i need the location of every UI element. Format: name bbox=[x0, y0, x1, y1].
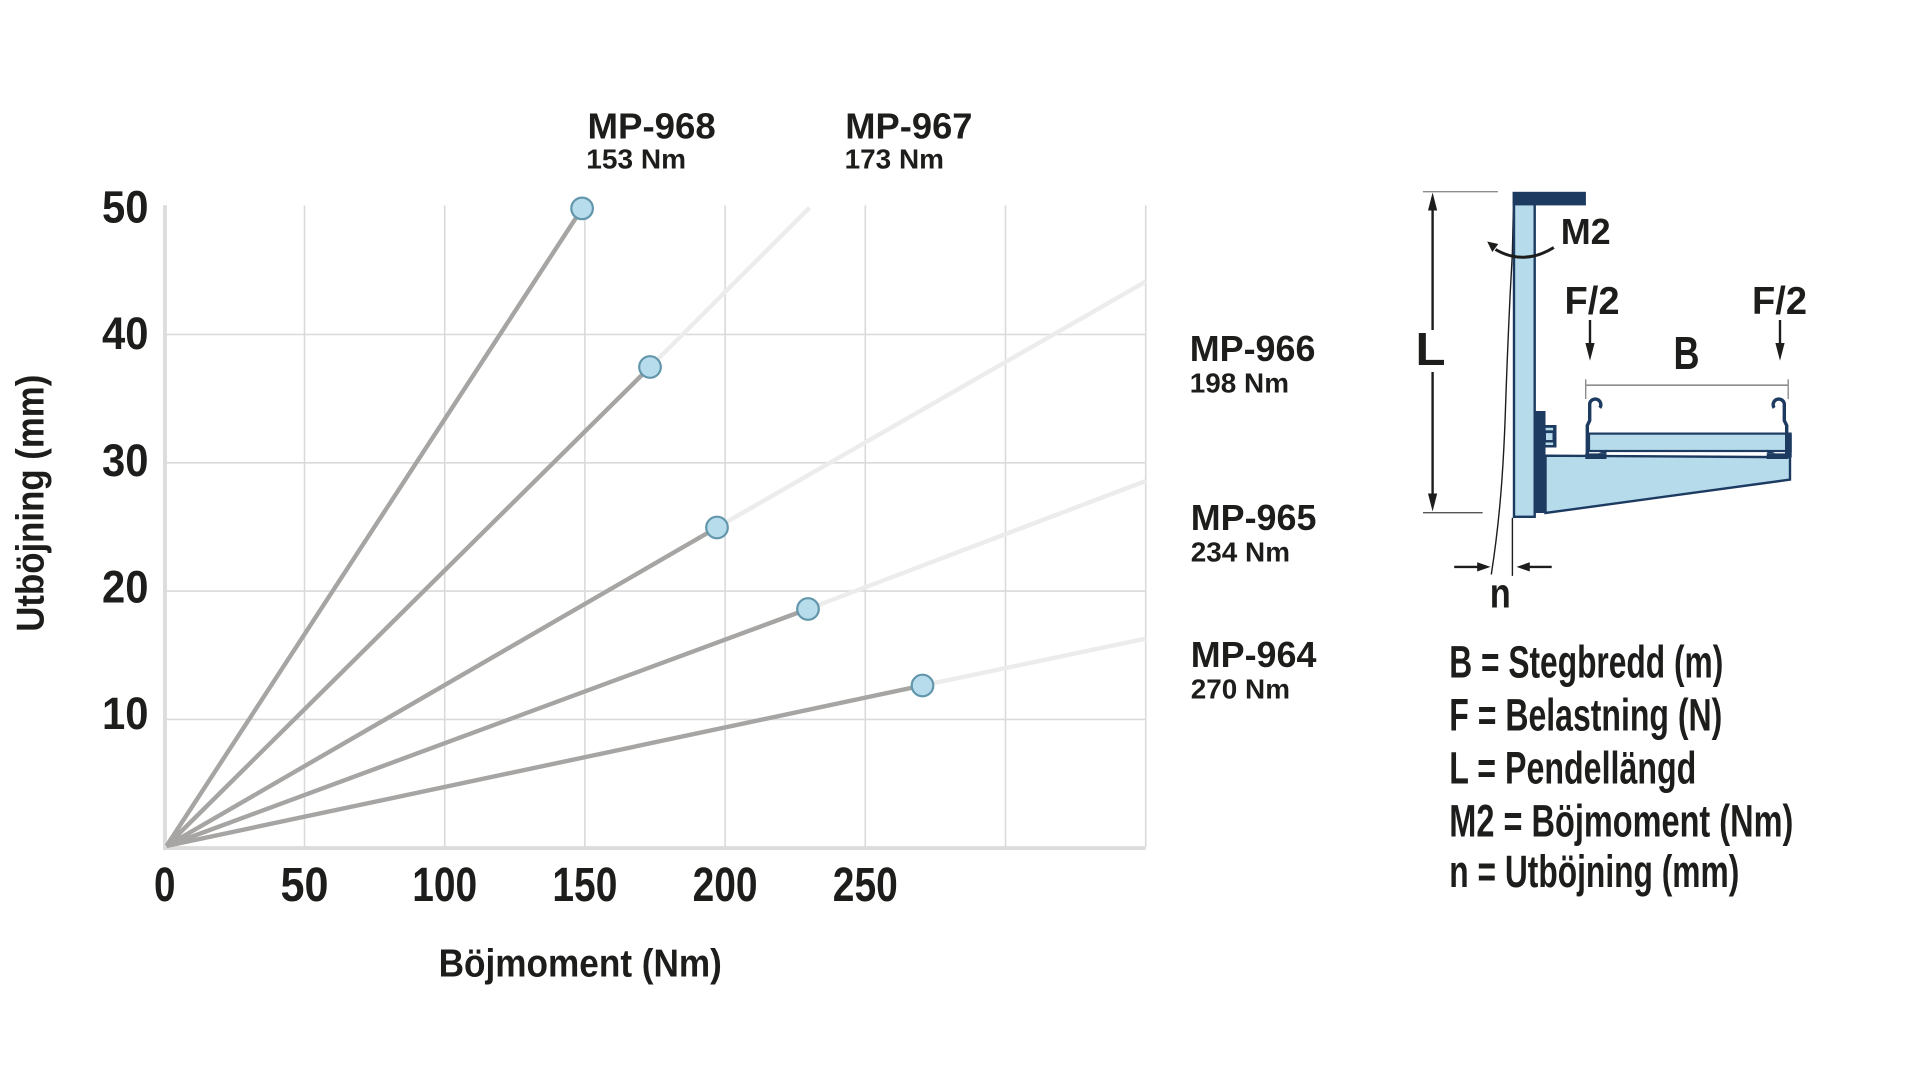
svg-text:10: 10 bbox=[102, 688, 149, 739]
svg-text:MP-964: MP-964 bbox=[1191, 634, 1317, 675]
svg-text:B = Stegbredd (m): B = Stegbredd (m) bbox=[1449, 636, 1723, 687]
svg-text:M2 = Böjmoment (Nm): M2 = Böjmoment (Nm) bbox=[1449, 796, 1793, 847]
svg-text:L: L bbox=[1416, 323, 1446, 375]
svg-text:200: 200 bbox=[693, 859, 758, 912]
svg-text:50: 50 bbox=[102, 181, 149, 232]
svg-text:150: 150 bbox=[552, 859, 617, 912]
svg-text:Böjmoment (Nm): Böjmoment (Nm) bbox=[439, 942, 722, 985]
svg-text:L = Pendellängd: L = Pendellängd bbox=[1449, 743, 1696, 794]
svg-text:50: 50 bbox=[281, 859, 329, 912]
svg-text:F = Belastning (N): F = Belastning (N) bbox=[1449, 690, 1722, 741]
svg-text:100: 100 bbox=[412, 859, 477, 912]
svg-text:0: 0 bbox=[154, 859, 176, 912]
svg-text:198 Nm: 198 Nm bbox=[1190, 368, 1289, 399]
svg-text:234 Nm: 234 Nm bbox=[1191, 536, 1290, 567]
svg-text:M2: M2 bbox=[1561, 211, 1611, 252]
svg-text:Utböjning (mm): Utböjning (mm) bbox=[10, 375, 53, 632]
svg-text:40: 40 bbox=[102, 308, 149, 359]
svg-text:173 Nm: 173 Nm bbox=[845, 143, 944, 174]
svg-text:MP-966: MP-966 bbox=[1190, 328, 1316, 369]
svg-text:250: 250 bbox=[833, 859, 898, 912]
svg-text:153 Nm: 153 Nm bbox=[586, 143, 686, 174]
svg-text:n = Utböjning (mm): n = Utböjning (mm) bbox=[1449, 846, 1739, 897]
svg-text:n: n bbox=[1490, 570, 1511, 617]
svg-text:270 Nm: 270 Nm bbox=[1191, 673, 1290, 704]
svg-text:F/2: F/2 bbox=[1752, 280, 1807, 323]
svg-text:MP-968: MP-968 bbox=[588, 106, 716, 147]
svg-text:MP-965: MP-965 bbox=[1191, 497, 1317, 538]
svg-text:B: B bbox=[1674, 327, 1700, 379]
svg-text:F/2: F/2 bbox=[1565, 280, 1620, 323]
svg-text:20: 20 bbox=[102, 562, 149, 613]
svg-text:30: 30 bbox=[102, 435, 149, 486]
svg-text:MP-967: MP-967 bbox=[845, 106, 972, 147]
